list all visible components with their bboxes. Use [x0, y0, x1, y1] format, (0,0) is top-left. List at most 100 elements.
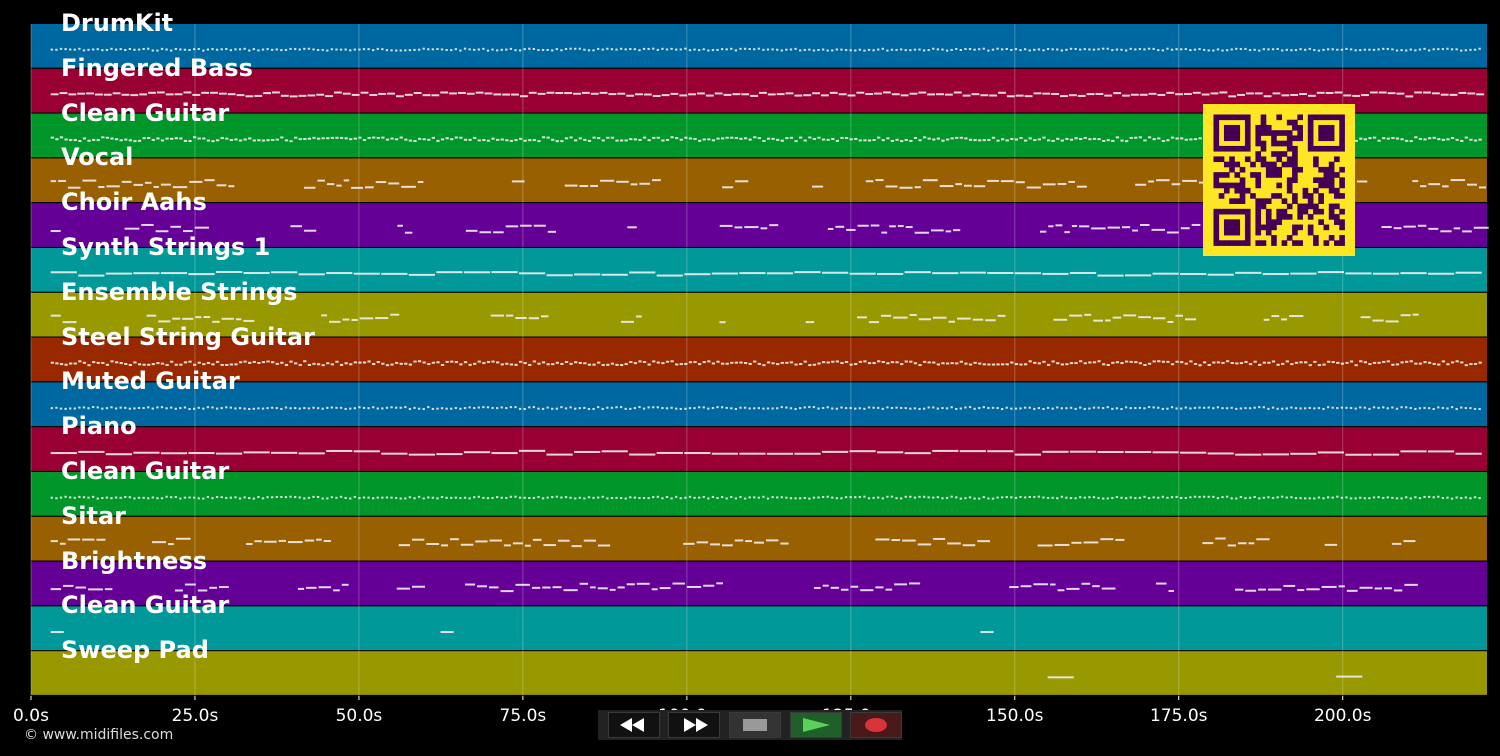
note [642, 361, 647, 364]
note [1106, 364, 1110, 367]
note [877, 136, 881, 139]
note [367, 48, 370, 51]
note [997, 314, 1006, 317]
note [1111, 361, 1115, 364]
record-button[interactable] [850, 712, 902, 738]
note [1074, 497, 1077, 500]
note [110, 497, 113, 500]
note [445, 407, 448, 410]
note [624, 48, 627, 51]
note [1225, 49, 1229, 52]
note [1046, 496, 1050, 499]
stop-button[interactable] [729, 712, 781, 738]
note [1083, 48, 1086, 51]
note [413, 140, 417, 143]
note [647, 47, 650, 50]
note [50, 271, 77, 274]
note [780, 542, 789, 545]
note [840, 136, 844, 139]
note [372, 497, 375, 500]
note [229, 406, 233, 409]
note [1074, 362, 1078, 365]
note [1037, 138, 1042, 141]
note [156, 497, 159, 500]
note [844, 407, 848, 410]
note [987, 407, 990, 410]
note [500, 363, 504, 366]
note [1248, 363, 1253, 366]
note [266, 360, 270, 363]
track-label: Muted Guitar [61, 367, 240, 396]
note [165, 137, 169, 140]
note [560, 496, 563, 499]
note [1281, 94, 1290, 97]
note [307, 94, 316, 97]
note [1216, 497, 1220, 500]
note [408, 363, 413, 366]
note [909, 313, 917, 316]
note [1294, 361, 1299, 364]
note [1258, 49, 1261, 52]
note [1281, 318, 1288, 321]
note [215, 48, 219, 51]
note [284, 406, 288, 409]
note [1469, 497, 1472, 500]
note [1225, 495, 1229, 498]
note [1069, 314, 1083, 317]
note [211, 363, 215, 366]
note [289, 407, 292, 410]
note [1193, 406, 1197, 409]
note [872, 362, 876, 365]
note [1331, 406, 1334, 409]
note [1161, 495, 1164, 498]
note [114, 138, 119, 141]
note [541, 407, 545, 410]
note [1212, 361, 1216, 364]
note [1235, 497, 1238, 500]
note [831, 407, 834, 410]
note [693, 496, 696, 499]
note [1143, 139, 1147, 142]
note [203, 316, 211, 319]
note [106, 185, 120, 188]
fast-forward-button[interactable] [668, 712, 720, 738]
note [1046, 47, 1050, 50]
note [1092, 496, 1096, 499]
note [156, 406, 159, 409]
note [1395, 49, 1399, 52]
note [1042, 408, 1045, 411]
note [257, 361, 261, 364]
note [647, 497, 650, 500]
note [799, 497, 802, 500]
note [105, 453, 133, 456]
note [922, 407, 926, 410]
note [1409, 497, 1412, 500]
note [1308, 47, 1311, 50]
note [174, 93, 183, 96]
note [886, 495, 889, 498]
note [1476, 93, 1485, 96]
note [243, 360, 247, 363]
note [1372, 136, 1377, 139]
note [500, 406, 503, 409]
note [1083, 496, 1086, 499]
note [936, 48, 940, 51]
note [1010, 361, 1014, 364]
note [321, 497, 324, 500]
note [652, 496, 655, 499]
note [1418, 362, 1423, 365]
note [913, 136, 918, 139]
note [1384, 587, 1392, 590]
note [426, 542, 440, 545]
note [202, 407, 205, 410]
track-notes [50, 47, 1481, 52]
note [532, 47, 536, 50]
note [528, 91, 537, 94]
note [367, 496, 370, 499]
note [996, 47, 999, 50]
note [1372, 272, 1400, 275]
rewind-button[interactable] [608, 712, 660, 738]
note [546, 406, 549, 409]
play-button[interactable] [790, 712, 842, 738]
note [201, 91, 210, 94]
